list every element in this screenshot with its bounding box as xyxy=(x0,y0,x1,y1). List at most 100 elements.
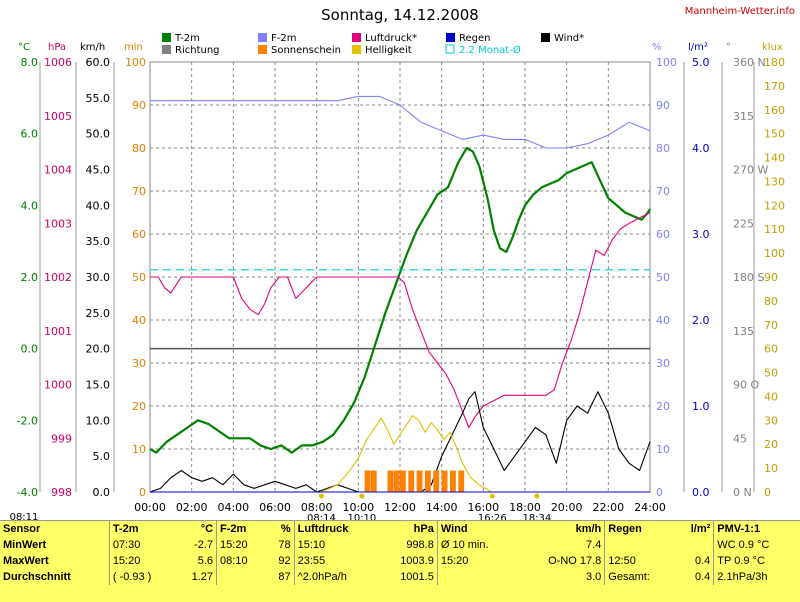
legend-label: F-2m xyxy=(271,33,296,44)
sun-tick-label: 30 xyxy=(132,357,146,370)
humidity-tick-label: 80 xyxy=(656,142,670,155)
light-tick-label: 110 xyxy=(764,223,785,236)
stats-cell: MinWert xyxy=(3,539,47,551)
legend-label: T-2m xyxy=(174,33,200,44)
x-tick-label: 14:00 xyxy=(426,501,458,514)
wind-tick-label: 15.0 xyxy=(86,379,111,392)
stats-cell: 07:30 xyxy=(108,537,176,553)
light-tick-label: 20 xyxy=(764,438,778,451)
legend-swatch xyxy=(541,33,550,42)
sun-tick-label: 40 xyxy=(132,314,146,327)
legend-label: Helligkeit xyxy=(365,45,412,56)
light-tick-label: 10 xyxy=(764,462,778,475)
temp-tick-label: 4.0 xyxy=(21,199,39,212)
sunshine-bar xyxy=(364,470,371,492)
series-t-2m xyxy=(149,146,651,454)
sun-tick-label: 90 xyxy=(132,99,146,112)
temp-tick-label: 8.0 xyxy=(21,56,39,69)
legend-label: 2.2 Monat-Ø xyxy=(459,44,521,56)
stats-cell: % xyxy=(280,523,291,535)
stats-cell: 15:20 xyxy=(108,553,176,569)
direction-tick-label: 135 xyxy=(733,325,754,338)
legend-swatch xyxy=(446,33,455,42)
light-tick-label: 150 xyxy=(764,128,785,141)
direction-tick-label: 315 xyxy=(733,110,754,123)
humidity-tick-label: 60 xyxy=(656,228,670,241)
wind-tick-label: 25.0 xyxy=(86,307,111,320)
rain-tick-label: 0.0 xyxy=(692,486,710,499)
unit-humidity: % xyxy=(652,42,662,53)
stats-row: MaxWert 15:20 5.6 08:10 92 23:55 1003.9 15:20 O-… xyxy=(0,553,800,569)
wind-tick-label: 30.0 xyxy=(86,271,111,284)
unit-wind: km/h xyxy=(80,42,105,53)
statistics-table: Sensor T-2m °C F-2m% Luftdruck hPa Wind km/h Reg… xyxy=(0,521,800,585)
statistics-panel: Sensor T-2m °C F-2m% Luftdruck hPa Wind km/h Reg… xyxy=(0,520,800,602)
legend-swatch xyxy=(445,44,455,54)
stats-cell: 0.4 xyxy=(694,571,711,583)
sunshine-bar xyxy=(400,470,406,492)
stats-cell xyxy=(436,569,518,585)
sunshine-bar xyxy=(450,470,456,492)
stats-cell xyxy=(675,537,713,553)
light-tick-label: 30 xyxy=(764,414,778,427)
pressure-tick-label: 1003 xyxy=(44,217,72,230)
sun-marker xyxy=(489,493,495,499)
sun-tick-label: 60 xyxy=(132,228,146,241)
light-tick-label: 140 xyxy=(764,152,785,165)
stats-cell: Durchschnitt xyxy=(3,571,71,583)
stats-cell: 1001.5 xyxy=(400,571,434,583)
axis-units: °C hPa km/h min% l/m² ° klux xyxy=(18,42,783,53)
sun-tick-label: 100 xyxy=(125,56,146,69)
sun-marker xyxy=(318,493,324,499)
light-tick-label: 100 xyxy=(764,247,785,260)
light-tick-label: 70 xyxy=(764,319,778,332)
stats-cell: Gesamt: xyxy=(604,569,676,585)
temp-tick-label: 2.0 xyxy=(21,271,39,284)
direction-tick-label: 180 S xyxy=(733,271,764,284)
legend-label: Regen xyxy=(459,33,491,44)
series-luftdruck- xyxy=(150,212,651,429)
wind-tick-label: 40.0 xyxy=(86,199,111,212)
pressure-tick-label: 1006 xyxy=(44,56,72,69)
stats-cell xyxy=(604,537,676,553)
stats-cell: 78 xyxy=(278,539,291,551)
legend-swatch xyxy=(162,33,171,42)
sun-tick-label: 70 xyxy=(132,185,146,198)
pressure-tick-label: 1000 xyxy=(44,379,72,392)
pressure-tick-label: 1004 xyxy=(44,164,72,177)
legend-swatch xyxy=(352,45,361,54)
sunshine-bar xyxy=(387,470,394,492)
stats-cell: 3.0 xyxy=(585,571,602,583)
unit-temp: °C xyxy=(18,42,30,53)
site-name[interactable]: Mannheim-Wetter.info xyxy=(685,6,795,17)
wind-tick-label: 55.0 xyxy=(86,92,111,105)
light-tick-label: 50 xyxy=(764,367,778,380)
direction-tick-label: 45 xyxy=(733,432,747,445)
stats-cell: F-2m xyxy=(216,521,267,537)
sunshine-bar xyxy=(393,470,400,492)
humidity-tick-label: 90 xyxy=(656,99,670,112)
stats-cell: T-2m xyxy=(108,521,176,537)
wind-tick-label: 60.0 xyxy=(86,56,111,69)
stats-cell: 1.27 xyxy=(191,571,214,583)
series-helligkeit xyxy=(150,415,650,493)
legend-label: Sonnenschein xyxy=(271,45,341,56)
sunshine-bar xyxy=(408,470,415,492)
legend-swatch xyxy=(352,33,361,42)
rain-tick-label: 4.0 xyxy=(692,142,710,155)
legend-label: Richtung xyxy=(175,45,220,56)
sunset-time: 18:34 xyxy=(522,513,551,520)
rain-tick-label: 3.0 xyxy=(692,228,710,241)
legend-swatch xyxy=(258,45,267,54)
solar-noon-time: 10:10 xyxy=(347,513,376,520)
unit-light: klux xyxy=(762,42,783,53)
temp-tick-label: -2.0 xyxy=(17,414,38,427)
light-tick-label: 170 xyxy=(764,80,785,93)
light-tick-label: 80 xyxy=(764,295,778,308)
stats-row: MinWert 07:30 -2.7 15:20 78 15:10 998.8 Ø 10 mi… xyxy=(0,537,800,553)
wind-tick-label: 0.0 xyxy=(93,486,111,499)
legend-label: Luftdruck* xyxy=(365,33,417,44)
stats-cell xyxy=(216,569,267,585)
stats-cell: °C xyxy=(200,523,214,535)
stats-cell: TP 0.9 °C xyxy=(713,553,800,569)
